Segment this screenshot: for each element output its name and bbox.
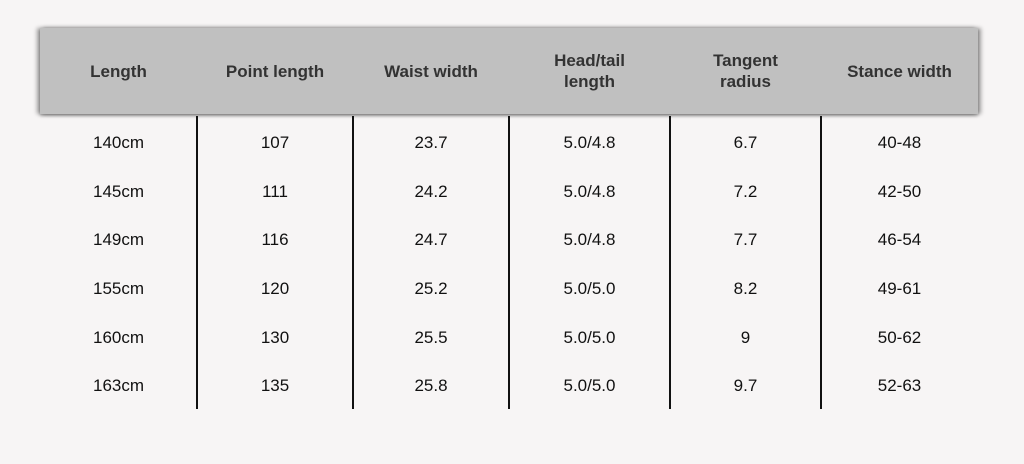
table-cell: 163cm [92,376,145,395]
header-cell: Waist width [353,28,509,114]
table-cell: 49-61 [877,279,922,298]
header-text: Stance width [847,61,952,81]
table-cell: 24.2 [414,182,448,201]
header-cell: Tangent radius [670,28,821,114]
table-cell: 7.2 [733,182,758,201]
table-cell: 25.2 [414,279,448,298]
table-cell: 145cm [92,182,145,201]
table-cell: 135 [260,376,290,395]
table-cell: 6.7 [733,133,758,152]
table-cell: 52-63 [877,376,922,395]
header-bar [40,28,978,114]
table-cell: 140cm [92,133,145,152]
header-cell: Head/tail length [509,28,670,114]
table-cell: 7.7 [733,230,758,249]
table-cell: 5.0/4.8 [563,182,616,201]
table-cell: 120 [260,279,290,298]
table-cell: 46-54 [877,230,922,249]
table-cell: 155cm [92,279,145,298]
table-cell: 25.5 [414,328,448,347]
table-cell: 24.7 [414,230,448,249]
table-cell: 5.0/5.0 [563,328,616,347]
table-cell: 5.0/5.0 [563,376,616,395]
header-cell: Point length [197,28,353,114]
header-cell: Stance width [821,28,978,114]
header-text: Point length [225,61,325,81]
column-divider [669,116,671,409]
column-divider [196,116,198,409]
table-cell: 9 [740,328,751,347]
header-text: Waist width [384,61,478,81]
table-cell: 42-50 [877,182,922,201]
table-cell: 25.8 [414,376,448,395]
table-cell: 23.7 [414,133,448,152]
table-cell: 111 [262,182,288,201]
header-text: Length [90,61,147,81]
table-cell: 9.7 [733,376,758,395]
table-cell: 5.0/5.0 [563,279,616,298]
table-cell: 8.2 [733,279,758,298]
column-divider [352,116,354,409]
column-divider [508,116,510,409]
column-divider [820,116,822,409]
header-text: Tangent radius [713,51,778,91]
header-cell: Length [40,28,197,114]
table-cell: 116 [261,230,289,249]
table-cell: 160cm [92,328,145,347]
table-cell: 5.0/4.8 [563,230,616,249]
table-cell: 107 [260,133,290,152]
table-cell: 149cm [92,230,145,249]
table-cell: 5.0/4.8 [563,133,616,152]
table-cell: 130 [260,328,290,347]
table-cell: 40-48 [877,133,922,152]
table-cell: 50-62 [877,328,922,347]
header-text: Head/tail length [554,51,625,91]
